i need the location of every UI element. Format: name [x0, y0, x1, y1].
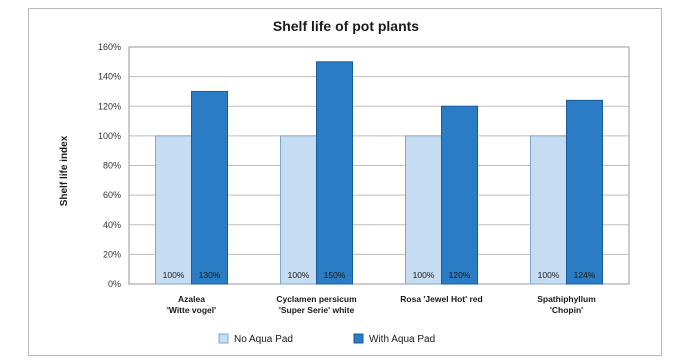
bar-with-aqua-pad — [566, 99, 603, 285]
category-label-line1: Spathiphyllum — [537, 294, 596, 304]
category-label-line1: Azalea — [178, 294, 205, 304]
category-label-line2: 'Chopin' — [550, 305, 583, 315]
data-label: 100% — [538, 270, 560, 280]
bar-with-aqua-pad — [441, 105, 478, 285]
legend: No Aqua Pad With Aqua Pad — [218, 333, 435, 345]
chart-title: Shelf life of pot plants — [273, 18, 419, 34]
data-label: 100% — [288, 270, 310, 280]
y-tick-label: 140% — [98, 72, 121, 82]
y-tick-label: 40% — [103, 220, 121, 230]
legend-swatch — [353, 333, 364, 344]
bar-no-aqua-pad — [405, 135, 442, 285]
data-label: 100% — [413, 270, 435, 280]
y-tick-label: 120% — [98, 101, 121, 111]
bar-no-aqua-pad — [155, 135, 192, 285]
category-label-line1: Cyclamen persicum — [276, 294, 357, 304]
bar-with-aqua-pad — [191, 90, 228, 285]
legend-label: No Aqua Pad — [234, 334, 293, 345]
category-labels: Azalea'Witte vogel' Cyclamen persicum'Sup… — [167, 294, 596, 315]
bars: 100% 130% 100% 150% 100% 120% 100% 124% — [155, 61, 603, 285]
y-tick-label: 0% — [108, 279, 121, 289]
bar-with-aqua-pad — [316, 61, 353, 285]
y-tick-label: 20% — [103, 249, 121, 259]
plot-area — [128, 46, 630, 285]
bar-chart: Shelf life of pot plants Shelf life inde… — [59, 18, 630, 345]
legend-swatch — [218, 333, 229, 344]
bar-no-aqua-pad — [280, 135, 317, 285]
data-label: 100% — [163, 270, 185, 280]
data-label: 150% — [324, 270, 346, 280]
legend-label: With Aqua Pad — [369, 334, 435, 345]
y-ticks: 0% 20% 40% 60% 80% 100% 120% 140% 160% — [98, 42, 121, 289]
data-label: 124% — [574, 270, 596, 280]
data-label: 130% — [199, 270, 221, 280]
category-label-line2: 'Super Serie' white — [279, 305, 355, 315]
y-tick-label: 100% — [98, 131, 121, 141]
y-tick-label: 80% — [103, 161, 121, 171]
category-label-line2: 'Witte vogel' — [167, 305, 216, 315]
data-label: 120% — [449, 270, 471, 280]
y-tick-label: 160% — [98, 42, 121, 52]
y-axis-label: Shelf life index — [59, 135, 70, 206]
y-tick-label: 60% — [103, 190, 121, 200]
category-label-line1: Rosa 'Jewel Hot' red — [400, 294, 482, 304]
chart-frame: Shelf life of pot plants Shelf life inde… — [28, 8, 662, 356]
bar-no-aqua-pad — [530, 135, 567, 285]
